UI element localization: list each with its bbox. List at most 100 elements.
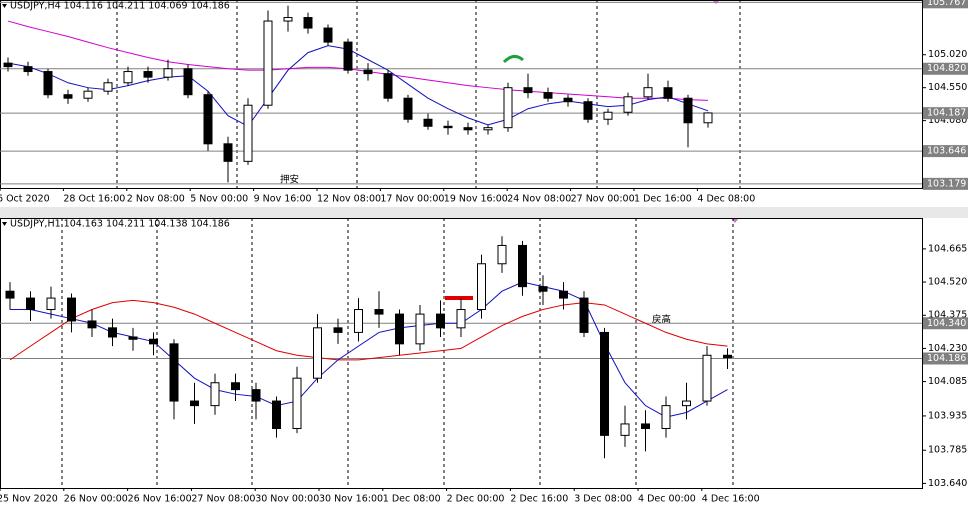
candle-body [123, 71, 133, 84]
candle-body [263, 20, 273, 106]
header-arrow [2, 4, 7, 8]
x-tick-label: 27 Nov 00:00 [571, 194, 635, 205]
candle-body [538, 286, 548, 292]
x-tick-label: 19 Nov 16:00 [444, 194, 508, 205]
x-tick-label: 12 Nov 08:00 [317, 194, 381, 205]
x-tick-label: 4 Dec 08:00 [697, 194, 755, 205]
level-label-box [923, 145, 968, 158]
candle-body [600, 331, 609, 436]
candle-body [518, 244, 527, 288]
y-tick-label: 104.665 [928, 243, 967, 254]
candle-body [243, 104, 253, 162]
x-tick-label: 25 Nov 2020 [0, 494, 58, 505]
candle-body [403, 97, 413, 120]
candle-body [663, 87, 673, 99]
candle-body [423, 118, 433, 127]
x-tick-label: 24 Nov 08:00 [507, 194, 571, 205]
level-label-box [923, 62, 968, 75]
x-tick-label: 2 Dec 16:00 [510, 494, 568, 505]
x-tick-label: 30 Nov 00:00 [255, 494, 319, 505]
candle-body [43, 71, 53, 96]
candle-body [203, 94, 213, 145]
candle-body [343, 41, 353, 71]
level-label: 104.820 [927, 63, 966, 74]
candle-body [67, 297, 76, 322]
x-tick-label: 2 Nov 08:00 [127, 194, 185, 205]
y-tick-label: 105.020 [928, 49, 967, 60]
level-label-box [923, 177, 968, 190]
candle-body [333, 327, 343, 333]
candle-body [223, 143, 233, 162]
level-label-box [923, 352, 968, 365]
candle-body [682, 400, 691, 407]
candle-body [703, 112, 713, 124]
x-tick-label: 1 Dec 08:00 [383, 494, 441, 505]
candle-body [163, 68, 173, 78]
y-tick-label: 104.230 [928, 343, 967, 354]
x-tick-label: 27 Nov 08:00 [191, 494, 255, 505]
candle-body [374, 309, 384, 315]
plot-frame [0, 218, 923, 489]
chart-header: USDJPY,H4 104.116 104.211 104.069 104.18… [10, 1, 230, 12]
x-tick-label: 3 Dec 08:00 [574, 494, 632, 505]
x-tick-label: 17 Nov 00:00 [380, 194, 444, 205]
chart-header: USDJPY,H1 104.163 104.211 104.138 104.18… [10, 219, 230, 230]
candle-body [313, 327, 322, 379]
x-tick-label: 1 Dec 16:00 [634, 194, 692, 205]
candle-body [523, 87, 533, 94]
x-tick-label: 26 Nov 00:00 [64, 494, 128, 505]
candle-body [702, 354, 712, 402]
candle-body [443, 125, 453, 129]
candle-body [26, 297, 35, 311]
candle-body [723, 354, 732, 359]
drawn-mark [445, 296, 473, 300]
candle-body [543, 92, 553, 99]
candle-body [563, 97, 573, 103]
y-tick-label: 104.085 [928, 376, 967, 387]
level-label: 103.179 [927, 178, 966, 189]
candle-body [383, 73, 393, 99]
x-tick-label: 26 Nov 16:00 [128, 494, 192, 505]
y-tick-label: 103.785 [928, 445, 967, 456]
candle-body [363, 69, 373, 75]
candle-body [456, 309, 466, 329]
candle-body [620, 423, 630, 436]
y-tick-label: 103.935 [928, 410, 967, 421]
candle-body [583, 101, 593, 120]
x-tick-label: 30 Nov 16:00 [319, 494, 383, 505]
candle-body [641, 423, 650, 430]
candle-body [251, 389, 261, 402]
candle-body [190, 400, 199, 407]
candle-body [143, 71, 153, 78]
candle-body [5, 290, 15, 299]
candle-body [623, 96, 633, 113]
candle-body [210, 382, 220, 407]
candle-body [3, 62, 13, 68]
candle-body [661, 405, 671, 430]
candle-body [283, 17, 293, 22]
x-tick-label: 5 Nov 00:00 [190, 194, 248, 205]
candle-body [603, 111, 613, 120]
header-arrow [2, 222, 7, 226]
candle-body [579, 297, 589, 333]
moving-average [7, 20, 709, 101]
candle-body [63, 94, 73, 99]
plot-frame [0, 0, 923, 189]
candle-body [149, 338, 158, 345]
candle-body [463, 127, 473, 131]
level-label-box [923, 107, 968, 120]
y-tick-label: 103.640 [928, 478, 967, 489]
panel-separator [0, 207, 968, 218]
candle-body [128, 336, 138, 340]
level-label: 104.340 [927, 318, 966, 329]
annotation: 押安 [280, 174, 299, 186]
candle-body [477, 263, 486, 311]
x-tick-label: 28 Oct 16:00 [63, 194, 125, 205]
level-label: 104.187 [927, 108, 966, 119]
candle-body [231, 382, 240, 391]
candle-body [169, 343, 179, 402]
annotation: 戻高 [652, 314, 671, 326]
candle-body [323, 27, 333, 43]
